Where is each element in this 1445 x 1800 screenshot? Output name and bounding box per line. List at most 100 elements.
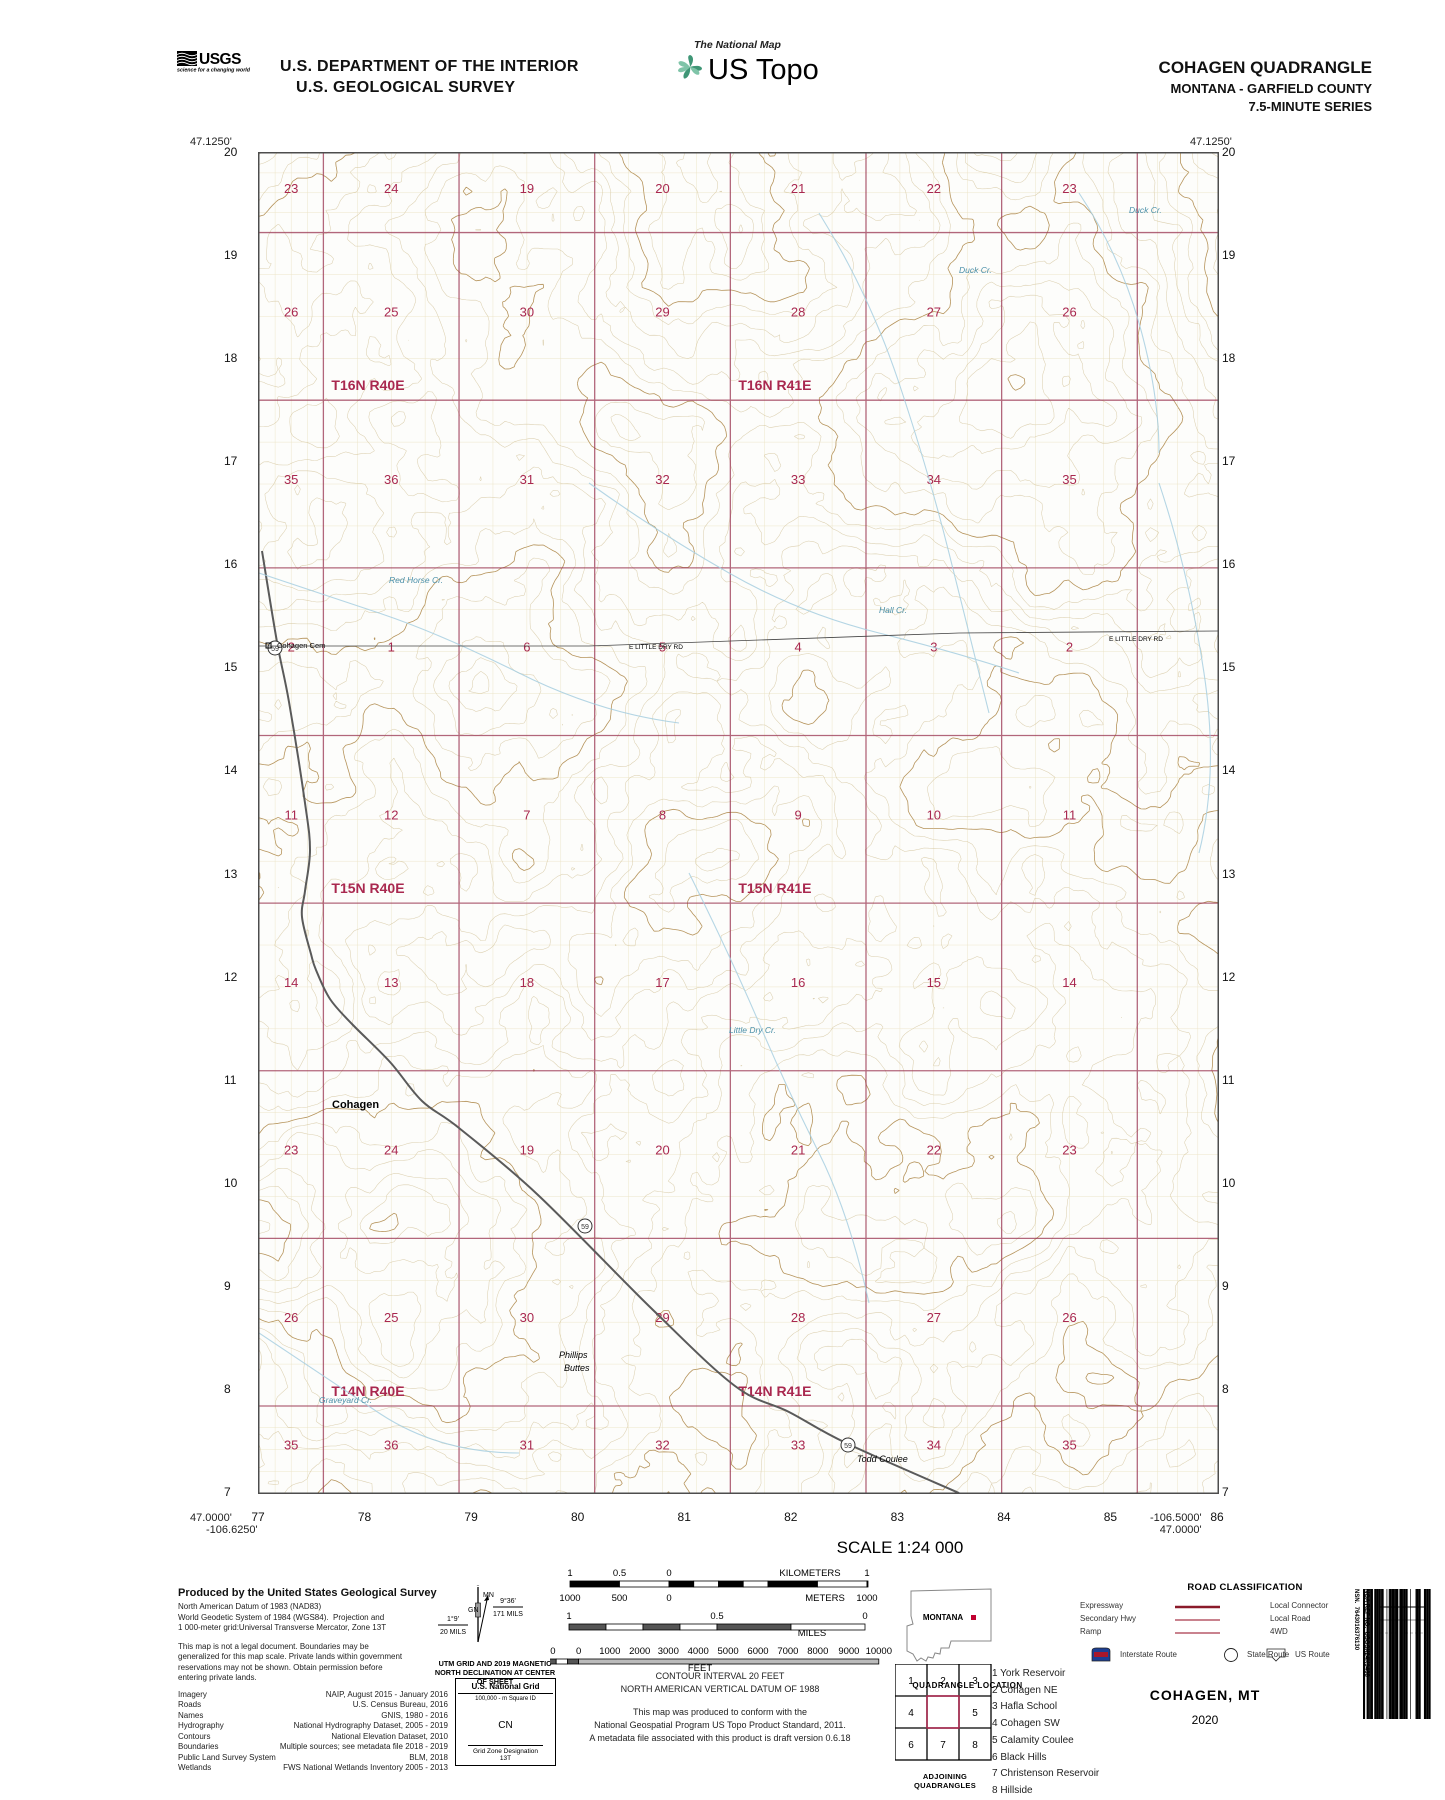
svg-text:18: 18: [520, 975, 534, 990]
svg-text:1000: 1000: [559, 1593, 580, 1604]
svg-text:1: 1: [908, 1676, 914, 1687]
svg-text:4: 4: [908, 1708, 914, 1719]
svg-text:20: 20: [655, 181, 669, 196]
svg-text:13: 13: [384, 975, 398, 990]
svg-text:31: 31: [520, 472, 534, 487]
svg-text:30: 30: [520, 304, 534, 319]
svg-text:5000: 5000: [718, 1646, 739, 1657]
svg-text:14: 14: [284, 975, 298, 990]
svg-text:28: 28: [791, 304, 805, 319]
svg-text:7: 7: [523, 807, 530, 822]
svg-text:Cohagen Cem: Cohagen Cem: [277, 641, 325, 650]
svg-text:17: 17: [655, 975, 669, 990]
svg-text:23: 23: [284, 181, 298, 196]
svg-text:19: 19: [520, 1143, 534, 1158]
svg-text:Little Dry Cr.: Little Dry Cr.: [729, 1025, 776, 1035]
svg-text:9: 9: [795, 807, 802, 822]
svg-text:21: 21: [791, 1143, 805, 1158]
svg-text:33: 33: [791, 1438, 805, 1453]
svg-text:25: 25: [384, 304, 398, 319]
svg-text:T16N R40E: T16N R40E: [331, 377, 404, 393]
svg-text:11: 11: [284, 807, 298, 822]
svg-text:11: 11: [1063, 807, 1077, 822]
svg-text:2000: 2000: [629, 1646, 650, 1657]
svg-text:59: 59: [581, 1224, 589, 1231]
svg-text:25: 25: [384, 1310, 398, 1325]
svg-text:28: 28: [791, 1310, 805, 1325]
svg-text:27: 27: [927, 1310, 941, 1325]
svg-text:14: 14: [1062, 975, 1076, 990]
svg-text:KILOMETERS: KILOMETERS: [779, 1568, 840, 1579]
svg-text:T14N R41E: T14N R41E: [738, 1383, 811, 1399]
svg-text:Phillips: Phillips: [559, 1350, 588, 1360]
svg-text:*: *: [476, 1585, 480, 1591]
svg-text:Graveyard Cr.: Graveyard Cr.: [319, 1395, 372, 1405]
svg-text:0: 0: [576, 1646, 581, 1657]
svg-text:1000: 1000: [599, 1646, 620, 1657]
svg-text:26: 26: [1062, 304, 1076, 319]
svg-text:Todd Coulee: Todd Coulee: [857, 1454, 908, 1464]
svg-text:36: 36: [384, 1438, 398, 1453]
svg-text:0.5: 0.5: [710, 1611, 723, 1622]
svg-text:USGS: USGS: [199, 51, 241, 68]
svg-text:Hall Cr.: Hall Cr.: [879, 605, 907, 615]
svg-text:METERS: METERS: [805, 1593, 845, 1604]
svg-text:31: 31: [520, 1438, 534, 1453]
svg-text:21: 21: [791, 181, 805, 196]
svg-text:1: 1: [388, 640, 395, 655]
svg-text:T16N R41E: T16N R41E: [738, 377, 811, 393]
svg-text:MONTANA: MONTANA: [922, 1613, 963, 1622]
svg-text:Duck Cr.: Duck Cr.: [1129, 205, 1162, 215]
svg-text:27: 27: [927, 304, 941, 319]
svg-text:T15N R41E: T15N R41E: [738, 880, 811, 896]
svg-text:GN: GN: [468, 1607, 479, 1614]
svg-text:59: 59: [844, 1443, 852, 1450]
svg-text:19: 19: [520, 181, 534, 196]
svg-text:35: 35: [1062, 1438, 1076, 1453]
svg-text:science for a changing world: science for a changing world: [177, 68, 251, 74]
svg-text:15: 15: [927, 975, 941, 990]
svg-text:20 MILS: 20 MILS: [440, 1629, 466, 1636]
svg-text:24: 24: [384, 1143, 398, 1158]
svg-text:E LITTLE DRY RD: E LITTLE DRY RD: [1109, 636, 1163, 643]
svg-text:E LITTLE DRY RD: E LITTLE DRY RD: [629, 644, 683, 651]
svg-text:23: 23: [1062, 181, 1076, 196]
svg-text:2: 2: [1066, 640, 1073, 655]
svg-text:4: 4: [795, 640, 802, 655]
svg-text:35: 35: [284, 472, 298, 487]
svg-text:US Topo: US Topo: [708, 54, 819, 86]
svg-text:0: 0: [666, 1568, 671, 1579]
svg-text:24: 24: [384, 181, 398, 196]
svg-text:T15N R40E: T15N R40E: [331, 880, 404, 896]
svg-text:1: 1: [566, 1611, 571, 1622]
svg-text:10: 10: [927, 807, 941, 822]
svg-text:1000: 1000: [550, 1646, 556, 1657]
svg-text:20: 20: [655, 1143, 669, 1158]
svg-text:30: 30: [520, 1310, 534, 1325]
svg-text:0: 0: [666, 1593, 671, 1604]
svg-text:22: 22: [927, 1143, 941, 1158]
svg-text:0.5: 0.5: [613, 1568, 626, 1579]
svg-text:35: 35: [1062, 472, 1076, 487]
svg-text:4000: 4000: [688, 1646, 709, 1657]
svg-text:29: 29: [655, 304, 669, 319]
svg-text:8: 8: [659, 807, 666, 822]
svg-text:3: 3: [972, 1676, 978, 1687]
svg-text:Duck Cr.: Duck Cr.: [959, 265, 992, 275]
svg-text:8000: 8000: [807, 1646, 828, 1657]
svg-text:26: 26: [284, 1310, 298, 1325]
svg-text:9°36': 9°36': [500, 1597, 516, 1605]
svg-text:23: 23: [284, 1143, 298, 1158]
svg-text:1: 1: [864, 1568, 869, 1579]
svg-text:171 MILS: 171 MILS: [493, 1611, 523, 1618]
svg-text:16: 16: [791, 975, 805, 990]
svg-text:1000: 1000: [856, 1593, 877, 1604]
svg-text:23: 23: [1062, 1143, 1076, 1158]
svg-text:10000: 10000: [866, 1646, 892, 1657]
svg-text:0: 0: [862, 1611, 867, 1622]
svg-text:3000: 3000: [658, 1646, 679, 1657]
svg-text:12: 12: [384, 807, 398, 822]
svg-text:26: 26: [1062, 1310, 1076, 1325]
svg-text:The National Map: The National Map: [694, 39, 782, 51]
svg-text:6: 6: [523, 640, 530, 655]
